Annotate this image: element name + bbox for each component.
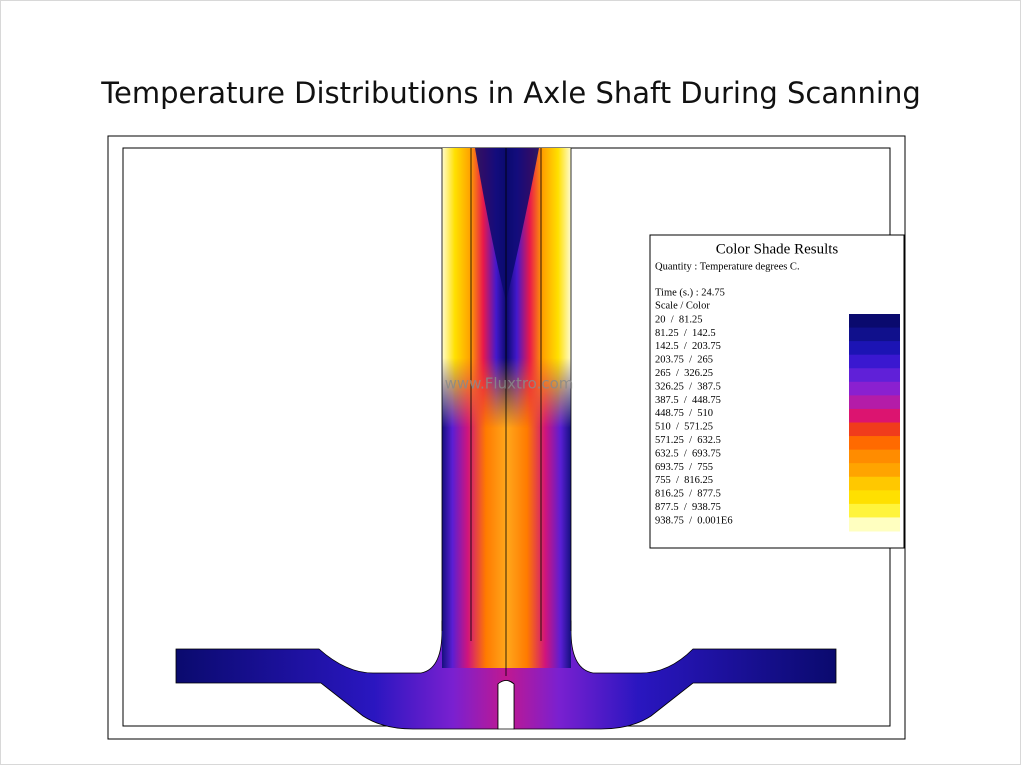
legend: Color Shade Results Quantity : Temperatu… xyxy=(649,234,905,549)
legend-swatch xyxy=(849,314,900,329)
legend-swatch xyxy=(849,354,900,369)
legend-row: 387.5 / 448.75 xyxy=(655,395,721,406)
legend-swatch xyxy=(849,490,900,505)
legend-row: 632.5 / 693.75 xyxy=(655,448,721,459)
legend-row: 510 / 571.25 xyxy=(655,422,713,433)
legend-swatch xyxy=(849,381,900,396)
legend-row: 877.5 / 938.75 xyxy=(655,502,721,513)
legend-time: Time (s.) : 24.75 xyxy=(655,287,725,298)
legend-row: 571.25 / 632.5 xyxy=(655,435,721,446)
legend-swatch xyxy=(849,422,900,437)
legend-swatch xyxy=(849,368,900,383)
legend-row: 265 / 326.25 xyxy=(655,368,713,379)
legend-swatch xyxy=(849,341,900,356)
legend-row: 20 / 81.25 xyxy=(655,314,703,325)
legend-swatch xyxy=(849,517,900,532)
legend-title: Color Shade Results xyxy=(716,241,839,257)
legend-row: 693.75 / 755 xyxy=(655,462,713,473)
shaft-cold-core xyxy=(475,148,539,301)
watermark: www.Fluxtro.com xyxy=(445,375,574,393)
legend-quantity: Quantity : Temperature degrees C. xyxy=(655,261,800,272)
legend-swatch xyxy=(849,408,900,423)
legend-row: 81.25 / 142.5 xyxy=(655,328,716,339)
legend-swatch xyxy=(849,395,900,410)
legend-swatch xyxy=(849,327,900,342)
legend-row: 448.75 / 510 xyxy=(655,408,713,419)
legend-swatch xyxy=(849,463,900,478)
legend-row: 326.25 / 387.5 xyxy=(655,381,721,392)
legend-row: 755 / 816.25 xyxy=(655,475,713,486)
notch xyxy=(497,680,515,730)
slide-title: Temperature Distributions in Axle Shaft … xyxy=(100,76,920,110)
legend-swatch xyxy=(849,476,900,491)
legend-row: 938.75 / 0.001E6 xyxy=(655,515,733,526)
legend-row: 203.75 / 265 xyxy=(655,355,713,366)
legend-row: 142.5 / 203.75 xyxy=(655,341,721,352)
legend-row: 816.25 / 877.5 xyxy=(655,489,721,500)
legend-swatch xyxy=(849,436,900,451)
legend-swatch xyxy=(849,503,900,518)
legend-swatch xyxy=(849,449,900,464)
mesh-lines xyxy=(441,148,572,676)
legend-scale-header: Scale / Color xyxy=(655,300,710,311)
